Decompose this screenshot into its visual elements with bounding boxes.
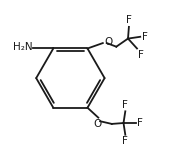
Text: F: F [126, 15, 132, 25]
Text: F: F [138, 50, 144, 60]
Text: O: O [93, 119, 102, 129]
Text: F: F [142, 32, 148, 42]
Text: H₂N: H₂N [13, 42, 33, 52]
Text: F: F [122, 136, 128, 146]
Text: F: F [137, 118, 143, 128]
Text: F: F [122, 100, 128, 110]
Text: O: O [104, 37, 113, 47]
